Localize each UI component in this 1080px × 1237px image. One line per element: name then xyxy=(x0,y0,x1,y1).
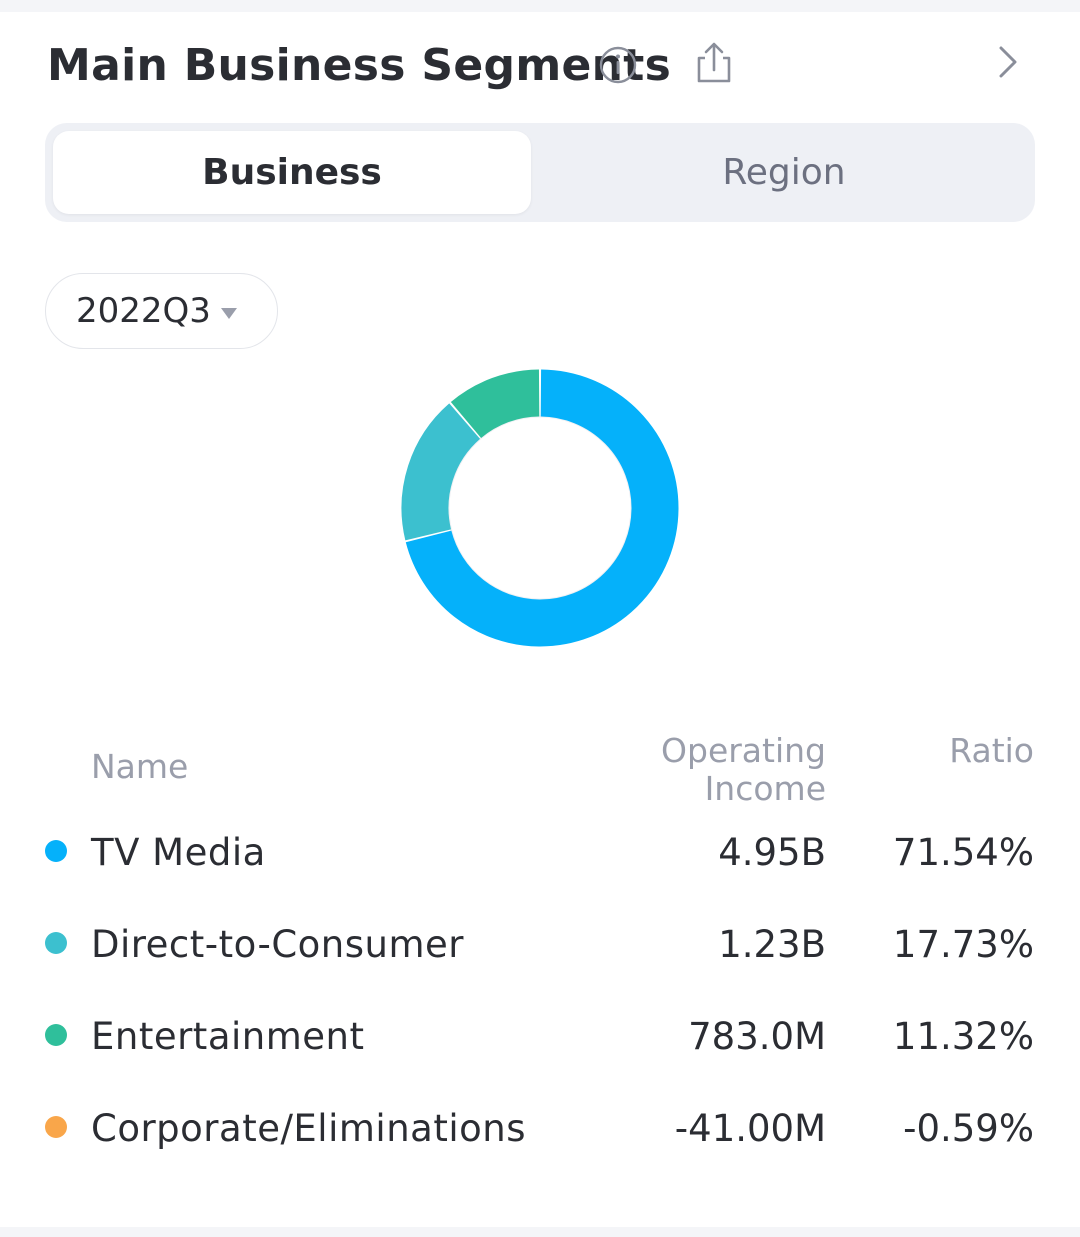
segment-income: -41.00M xyxy=(674,1107,826,1150)
legend-dot xyxy=(45,840,67,862)
donut-slice[interactable] xyxy=(401,369,679,647)
tab-region[interactable]: Region xyxy=(722,152,846,193)
column-header-name: Name xyxy=(91,747,189,786)
segment-name: Corporate/Eliminations xyxy=(91,1107,526,1150)
segmented-control: Business Region xyxy=(45,123,1035,222)
legend-dot xyxy=(45,932,67,954)
donut-chart xyxy=(378,346,702,670)
legend-dot xyxy=(45,1024,67,1046)
segment-income: 1.23B xyxy=(718,923,826,966)
top-strip xyxy=(0,0,1080,12)
segment-income: 783.0M xyxy=(688,1015,826,1058)
segment-ratio: 11.32% xyxy=(892,1015,1034,1058)
column-header-income: Operating Income xyxy=(661,732,826,808)
info-icon[interactable] xyxy=(598,45,638,85)
share-icon[interactable] xyxy=(692,40,736,86)
table-row[interactable]: Entertainment 783.0M 11.32% xyxy=(0,1005,1080,1065)
table-row[interactable]: Direct-to-Consumer 1.23B 17.73% xyxy=(0,913,1080,973)
legend-dot xyxy=(45,1116,67,1138)
column-header-ratio: Ratio xyxy=(949,731,1034,770)
segment-ratio: 71.54% xyxy=(892,831,1034,874)
column-header-income-line1: Operating xyxy=(661,731,826,770)
table-row[interactable]: Corporate/Eliminations -41.00M -0.59% xyxy=(0,1097,1080,1157)
segment-income: 4.95B xyxy=(718,831,826,874)
segment-name: Entertainment xyxy=(91,1015,365,1058)
segment-ratio: 17.73% xyxy=(892,923,1034,966)
table-row[interactable]: TV Media 4.95B 71.54% xyxy=(0,821,1080,881)
donut-hole xyxy=(447,415,633,601)
period-label: 2022Q3 xyxy=(76,291,211,331)
tab-business[interactable]: Business xyxy=(53,131,531,214)
donut-slice[interactable] xyxy=(401,369,679,647)
segment-name: Direct-to-Consumer xyxy=(91,923,464,966)
donut-slice[interactable] xyxy=(378,346,702,670)
segment-name: TV Media xyxy=(91,831,266,874)
page-title: Main Business Segments xyxy=(47,40,672,91)
segment-ratio: -0.59% xyxy=(903,1107,1034,1150)
caret-down-icon xyxy=(221,308,237,319)
bottom-strip xyxy=(0,1227,1080,1237)
column-header-income-line2: Income xyxy=(704,769,826,808)
period-dropdown[interactable]: 2022Q3 xyxy=(45,273,278,349)
chevron-right-icon[interactable] xyxy=(994,44,1022,80)
